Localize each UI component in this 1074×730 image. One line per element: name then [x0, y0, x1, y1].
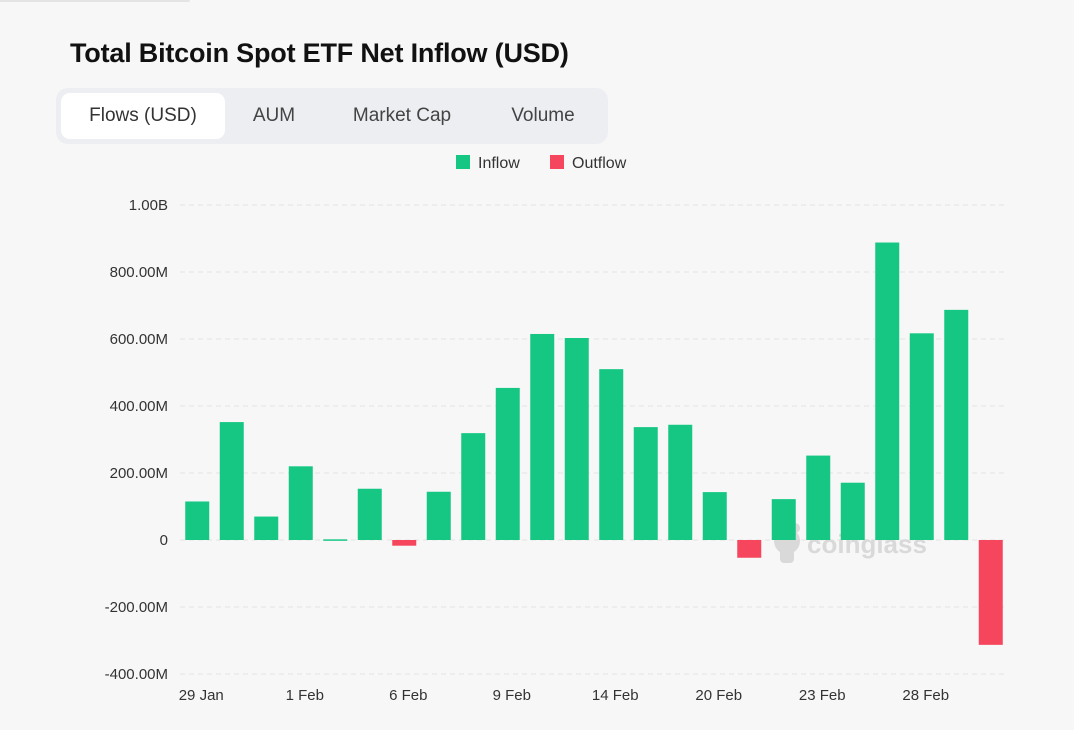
x-axis-labels: 29 Jan 1 Feb 6 Feb 9 Feb 14 Feb 20 Feb 23 Feb 2… — [179, 687, 949, 704]
y-tick-label: 200.00M — [110, 465, 168, 482]
bar[interactable] — [357, 488, 382, 540]
bar[interactable] — [944, 309, 969, 540]
chart-tabs: Flows (USD) AUM Market Cap Volume — [56, 88, 608, 144]
bar[interactable] — [185, 501, 210, 540]
bar[interactable] — [771, 499, 796, 540]
bar[interactable] — [702, 492, 727, 540]
bar[interactable] — [978, 540, 1003, 645]
y-tick-label: -400.00M — [105, 666, 168, 683]
x-tick-label: 9 Feb — [493, 687, 531, 704]
top-edge-divider — [0, 0, 190, 2]
x-tick-label: 23 Feb — [799, 687, 846, 704]
bar[interactable] — [392, 540, 417, 546]
x-tick-label: 14 Feb — [592, 687, 639, 704]
x-tick-label: 29 Jan — [179, 687, 224, 704]
tab-volume[interactable]: Volume — [511, 105, 575, 126]
grid-lines — [180, 204, 1008, 675]
y-tick-label: 0 — [160, 532, 168, 549]
legend-swatch — [456, 155, 470, 169]
bar[interactable] — [599, 369, 624, 540]
tab-flows[interactable]: Flows (USD) — [61, 93, 225, 139]
bar[interactable] — [288, 466, 313, 540]
bar[interactable] — [806, 455, 831, 540]
bar[interactable] — [426, 491, 451, 540]
bar[interactable] — [323, 539, 348, 541]
chart-title: Total Bitcoin Spot ETF Net Inflow (USD) — [70, 38, 569, 68]
bar[interactable] — [530, 333, 555, 540]
bar[interactable] — [461, 433, 486, 540]
x-tick-label: 6 Feb — [389, 687, 427, 704]
bar[interactable] — [495, 387, 520, 540]
bar[interactable] — [840, 482, 865, 540]
x-tick-label: 28 Feb — [902, 687, 949, 704]
y-tick-label: 1.00B — [129, 197, 168, 214]
bar[interactable] — [875, 242, 900, 540]
legend-label: Inflow — [478, 155, 520, 172]
bar[interactable] — [219, 422, 244, 540]
bar[interactable] — [254, 516, 279, 540]
legend-label: Outflow — [572, 155, 627, 172]
bar[interactable] — [633, 427, 658, 540]
y-tick-label: 600.00M — [110, 331, 168, 348]
y-tick-label: 800.00M — [110, 264, 168, 281]
x-tick-label: 20 Feb — [695, 687, 742, 704]
legend-swatch — [550, 155, 564, 169]
y-tick-label: -200.00M — [105, 599, 168, 616]
tab-aum[interactable]: AUM — [252, 105, 296, 126]
x-tick-label: 1 Feb — [286, 687, 324, 704]
bar[interactable] — [668, 424, 693, 540]
bar[interactable] — [564, 337, 589, 540]
y-axis-labels: 1.00B 800.00M 600.00M 400.00M 200.00M 0 -200.0… — [105, 197, 168, 683]
bar[interactable] — [737, 540, 762, 558]
tab-market-cap[interactable]: Market Cap — [352, 105, 452, 126]
legend: Inflow Outflow — [456, 155, 627, 172]
bar[interactable] — [909, 333, 934, 540]
bars — [185, 242, 1003, 645]
y-tick-label: 400.00M — [110, 398, 168, 415]
